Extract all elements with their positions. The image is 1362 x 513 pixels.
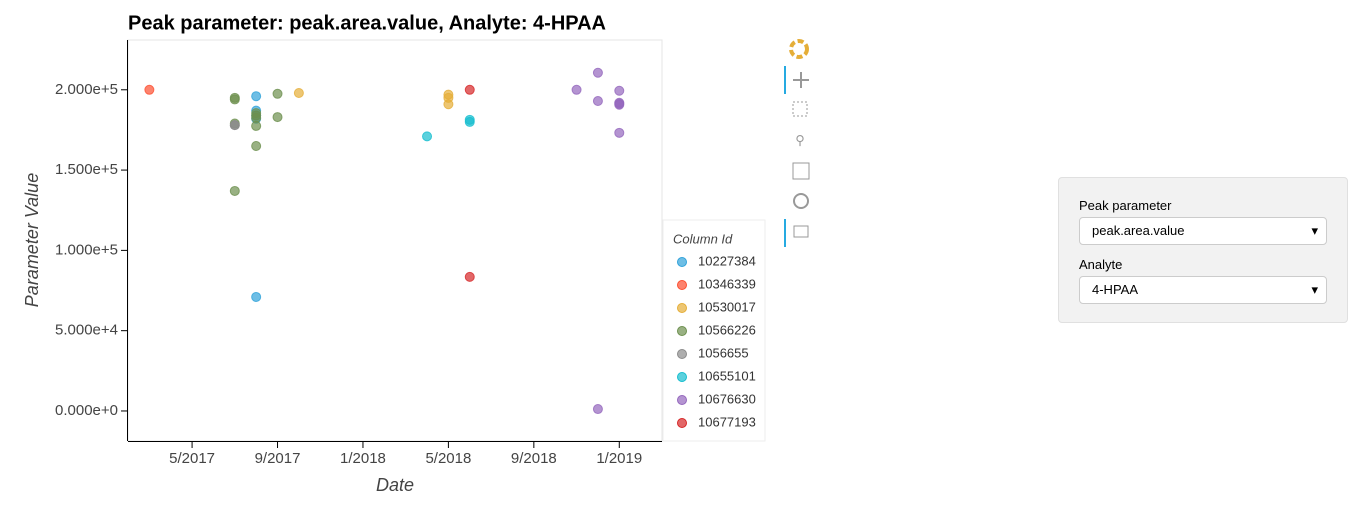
legend-marker (677, 326, 687, 336)
legend-label: 10677193 (698, 414, 756, 429)
y-tick-label: 5.000e+4 (55, 322, 118, 339)
point (251, 140, 262, 151)
point (464, 84, 475, 95)
point (614, 99, 625, 110)
legend-marker (677, 418, 687, 428)
logo (789, 39, 809, 59)
wheel-zoom-tool[interactable]: ⚲ (795, 132, 805, 147)
legend-label: 10227384 (698, 253, 756, 268)
x-tick-label: 9/2017 (255, 450, 301, 467)
chart-title: Peak parameter: peak.area.value, Analyte… (128, 12, 606, 34)
point (272, 88, 283, 99)
point (229, 94, 240, 105)
toolbar: ⚲ (784, 39, 810, 247)
legend-label: 10346339 (698, 276, 756, 291)
legend-marker (677, 303, 687, 313)
legend-marker (677, 257, 687, 267)
analyte-label: Analyte (1079, 257, 1123, 272)
point (293, 87, 304, 98)
point (592, 67, 603, 78)
point (614, 85, 625, 96)
point (614, 127, 625, 138)
point (272, 112, 283, 123)
legend-label: 10566226 (698, 322, 756, 337)
legend-label: 10530017 (698, 299, 756, 314)
legend-marker (677, 395, 687, 405)
point (251, 291, 262, 302)
point (592, 404, 603, 415)
hover-tool[interactable] (793, 225, 809, 238)
param-select[interactable]: peak.area.value (1079, 217, 1327, 245)
legend-title: Column Id (673, 231, 733, 246)
x-tick-label: 5/2018 (425, 450, 471, 467)
param-label: Peak parameter (1079, 198, 1172, 213)
reset-tool[interactable] (793, 193, 809, 209)
point (251, 91, 262, 102)
analyte-select[interactable]: 4-HPAA (1079, 276, 1327, 304)
point (229, 120, 240, 131)
x-tick-label: 5/2017 (169, 450, 215, 467)
point (422, 131, 433, 142)
x-tick-label: 1/2019 (596, 450, 642, 467)
point (443, 92, 454, 103)
point (144, 84, 155, 95)
pan-tool[interactable] (793, 72, 809, 88)
widget-panel: Peak parameter peak.area.value Analyte 4… (1058, 177, 1348, 323)
y-tick-label: 2.000e+5 (55, 81, 118, 98)
legend-label: 1056655 (698, 345, 749, 360)
legend-marker (677, 372, 687, 382)
point (464, 271, 475, 282)
legend-marker (677, 349, 687, 359)
x-axis-label: Date (376, 475, 414, 495)
box-zoom-tool[interactable] (792, 101, 808, 117)
y-axis-label: Parameter Value (22, 173, 42, 307)
legend-marker (677, 280, 687, 290)
legend-label: 10676630 (698, 391, 756, 406)
point (571, 84, 582, 95)
point (229, 185, 240, 196)
y-tick-label: 1.500e+5 (55, 161, 118, 178)
legend-label: 10655101 (698, 368, 756, 383)
y-tick-label: 0.000e+0 (55, 402, 118, 419)
point (464, 116, 475, 127)
plot-frame (127, 39, 663, 442)
point (251, 110, 262, 121)
y-tick-label: 1.000e+5 (55, 241, 118, 258)
point (592, 96, 603, 107)
x-tick-label: 1/2018 (340, 450, 386, 467)
save-tool[interactable] (792, 162, 810, 180)
x-tick-label: 9/2018 (511, 450, 557, 467)
